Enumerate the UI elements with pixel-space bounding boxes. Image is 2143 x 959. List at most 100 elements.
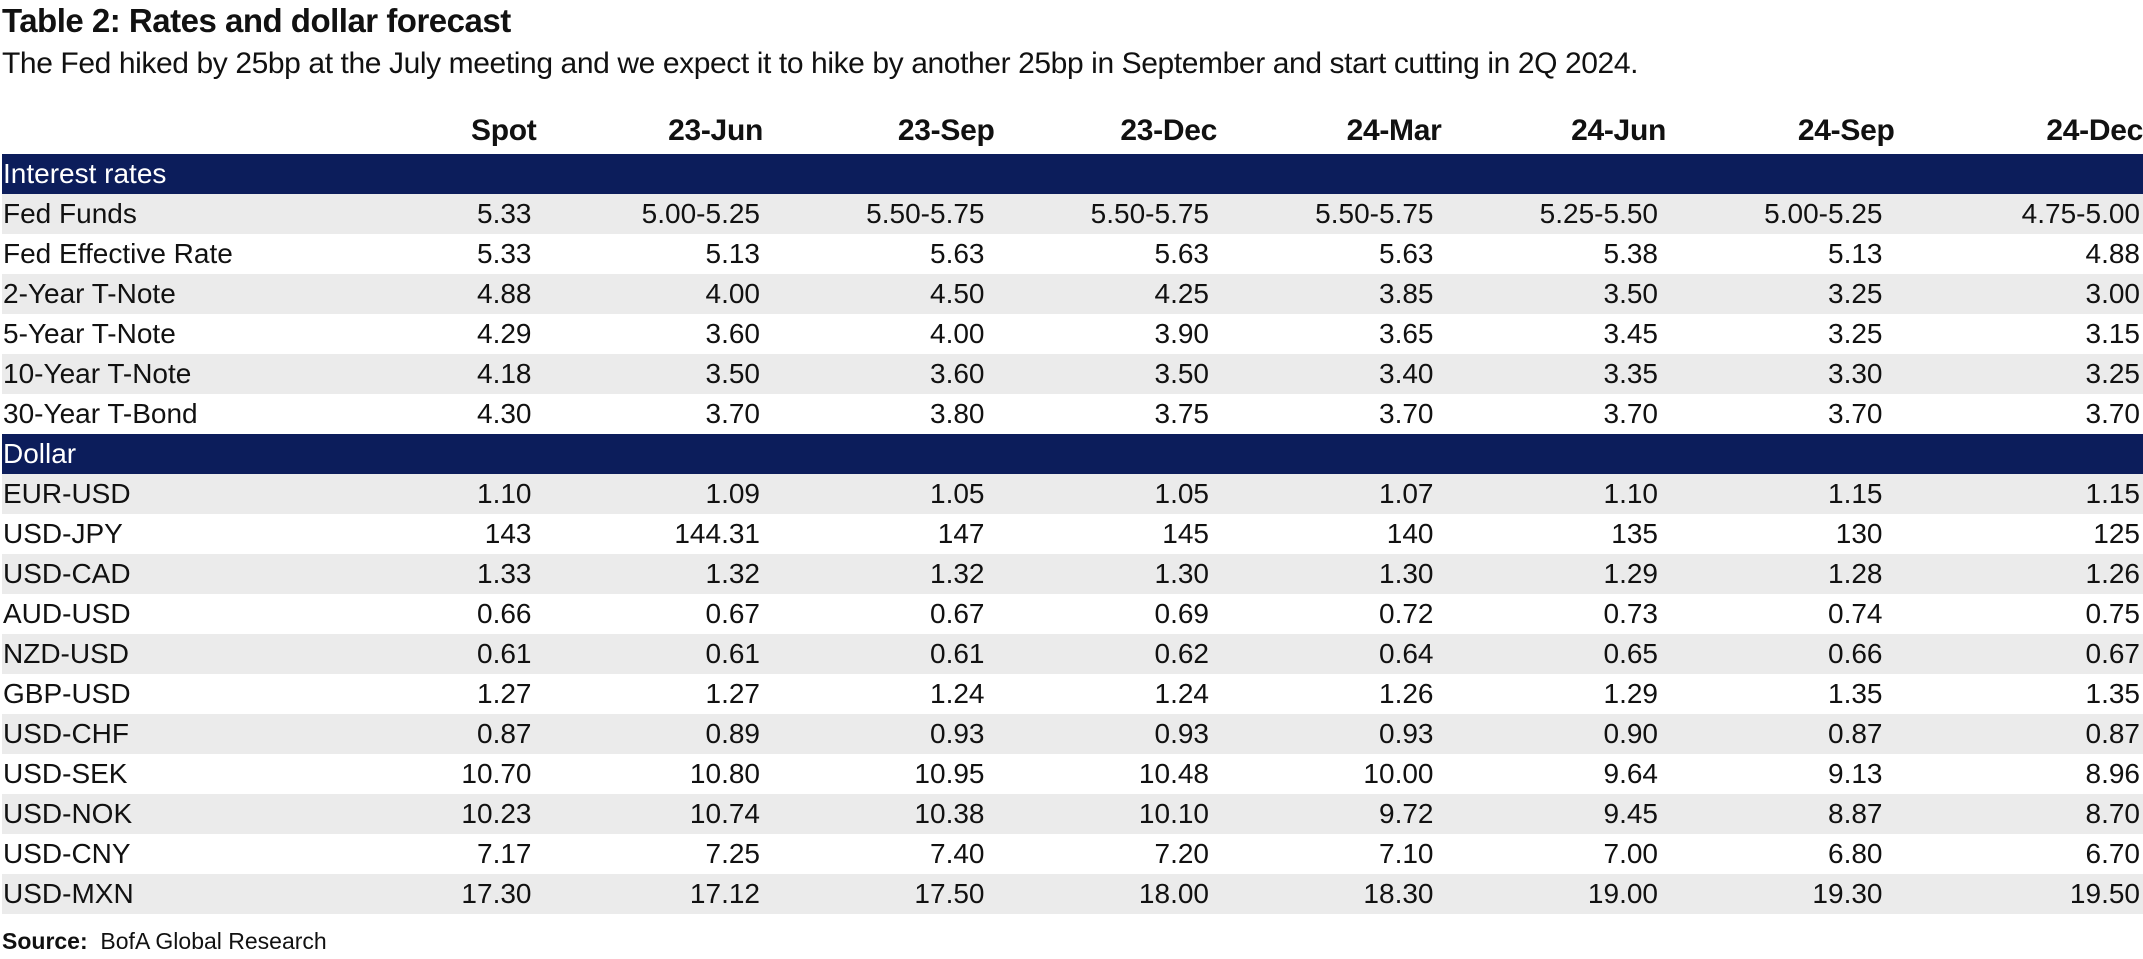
value-cell: 0.67 (796, 594, 1021, 634)
row-label: USD-CHF (2, 714, 347, 754)
value-cell: 3.00 (1918, 274, 2143, 314)
value-cell: 5.00-5.25 (1694, 194, 1919, 234)
value-cell: 0.67 (1918, 634, 2143, 674)
value-cell: 10.80 (571, 754, 796, 794)
table-row: USD-CHF 0.87 0.89 0.93 0.93 0.93 0.90 0.87 0.87 (2, 714, 2143, 754)
column-header: 23-Jun (668, 114, 763, 147)
value-cell: 1.32 (571, 554, 796, 594)
value-cell: 3.70 (1918, 394, 2143, 434)
value-cell: 4.18 (347, 354, 572, 394)
value-cell: 7.10 (1245, 834, 1470, 874)
value-cell: 0.93 (796, 714, 1021, 754)
value-cell: 4.30 (347, 394, 572, 434)
value-cell: 9.13 (1694, 754, 1919, 794)
row-label: USD-CNY (2, 834, 347, 874)
table-row: USD-NOK 10.23 10.74 10.38 10.10 9.72 9.45 8.87 8… (2, 794, 2143, 834)
value-cell: 5.63 (796, 234, 1021, 274)
table-subtitle: The Fed hiked by 25bp at the July meetin… (2, 47, 1639, 80)
value-cell: 5.00-5.25 (571, 194, 796, 234)
table-row: USD-SEK 10.70 10.80 10.95 10.48 10.00 9.64 9.13… (2, 754, 2143, 794)
row-label: USD-SEK (2, 754, 347, 794)
value-cell: 147 (796, 514, 1021, 554)
value-cell: 19.50 (1918, 874, 2143, 914)
value-cell: 7.20 (1020, 834, 1245, 874)
value-cell: 17.12 (571, 874, 796, 914)
value-cell: 0.61 (796, 634, 1021, 674)
value-cell: 5.50-5.75 (1245, 194, 1470, 234)
row-label: USD-JPY (2, 514, 347, 554)
value-cell: 143 (347, 514, 572, 554)
value-cell: 3.75 (1020, 394, 1245, 434)
row-label: USD-NOK (2, 794, 347, 834)
value-cell: 9.72 (1245, 794, 1470, 834)
section-header: Dollar (2, 434, 2143, 474)
value-cell: 3.60 (571, 314, 796, 354)
section-header-row: Dollar (2, 434, 2143, 474)
row-label: GBP-USD (2, 674, 347, 714)
value-cell: 1.27 (347, 674, 572, 714)
table-row: USD-CAD 1.33 1.32 1.32 1.30 1.30 1.29 1.28 1.26 (2, 554, 2143, 594)
value-cell: 5.63 (1020, 234, 1245, 274)
value-cell: 1.35 (1694, 674, 1919, 714)
value-cell: 3.25 (1694, 314, 1919, 354)
value-cell: 3.25 (1694, 274, 1919, 314)
value-cell: 4.25 (1020, 274, 1245, 314)
table-row: GBP-USD 1.27 1.27 1.24 1.24 1.26 1.29 1.35 1.35 (2, 674, 2143, 714)
value-cell: 0.64 (1245, 634, 1470, 674)
value-cell: 3.50 (1469, 274, 1694, 314)
row-label: 5-Year T-Note (2, 314, 347, 354)
value-cell: 0.61 (571, 634, 796, 674)
value-cell: 18.30 (1245, 874, 1470, 914)
value-cell: 3.60 (796, 354, 1021, 394)
value-cell: 1.30 (1020, 554, 1245, 594)
value-cell: 3.70 (1469, 394, 1694, 434)
value-cell: 1.10 (1469, 474, 1694, 514)
column-header: 24-Jun (1571, 114, 1666, 147)
value-cell: 10.10 (1020, 794, 1245, 834)
value-cell: 10.48 (1020, 754, 1245, 794)
value-cell: 1.35 (1918, 674, 2143, 714)
table-row: USD-JPY 143 144.31 147 145 140 135 130 125 (2, 514, 2143, 554)
column-header: 24-Mar (1346, 114, 1442, 147)
row-label: EUR-USD (2, 474, 347, 514)
value-cell: 0.87 (347, 714, 572, 754)
row-label: USD-CAD (2, 554, 347, 594)
header-label-cell (2, 108, 347, 154)
table-row: Fed Effective Rate 5.33 5.13 5.63 5.63 5.63 5.… (2, 234, 2143, 274)
value-cell: 0.73 (1469, 594, 1694, 634)
value-cell: 3.35 (1469, 354, 1694, 394)
value-cell: 3.90 (1020, 314, 1245, 354)
value-cell: 9.45 (1469, 794, 1694, 834)
value-cell: 7.25 (571, 834, 796, 874)
value-cell: 3.70 (1245, 394, 1470, 434)
value-cell: 3.40 (1245, 354, 1470, 394)
value-cell: 1.32 (796, 554, 1021, 594)
value-cell: 0.87 (1918, 714, 2143, 754)
value-cell: 19.00 (1469, 874, 1694, 914)
value-cell: 0.75 (1918, 594, 2143, 634)
table-row: NZD-USD 0.61 0.61 0.61 0.62 0.64 0.65 0.66 0.67 (2, 634, 2143, 674)
value-cell: 0.93 (1245, 714, 1470, 754)
value-cell: 8.70 (1918, 794, 2143, 834)
value-cell: 1.09 (571, 474, 796, 514)
table-row: AUD-USD 0.66 0.67 0.67 0.69 0.72 0.73 0.74 0.75 (2, 594, 2143, 634)
value-cell: 1.07 (1245, 474, 1470, 514)
value-cell: 3.70 (571, 394, 796, 434)
value-cell: 0.61 (347, 634, 572, 674)
forecast-table: Spot 23-Jun 23-Sep 23-Dec 24-Mar 24-Jun … (2, 108, 2143, 914)
source-text: BofA Global Research (100, 928, 327, 954)
value-cell: 0.67 (571, 594, 796, 634)
value-cell: 0.93 (1020, 714, 1245, 754)
column-header: 24-Sep (1797, 114, 1895, 147)
row-label: USD-MXN (2, 874, 347, 914)
value-cell: 4.29 (347, 314, 572, 354)
value-cell: 1.26 (1245, 674, 1470, 714)
value-cell: 140 (1245, 514, 1470, 554)
table-row: USD-CNY 7.17 7.25 7.40 7.20 7.10 7.00 6.80 6.70 (2, 834, 2143, 874)
value-cell: 7.17 (347, 834, 572, 874)
row-label: Fed Funds (2, 194, 347, 234)
value-cell: 144.31 (571, 514, 796, 554)
value-cell: 4.88 (1918, 234, 2143, 274)
value-cell: 3.65 (1245, 314, 1470, 354)
value-cell: 10.38 (796, 794, 1021, 834)
